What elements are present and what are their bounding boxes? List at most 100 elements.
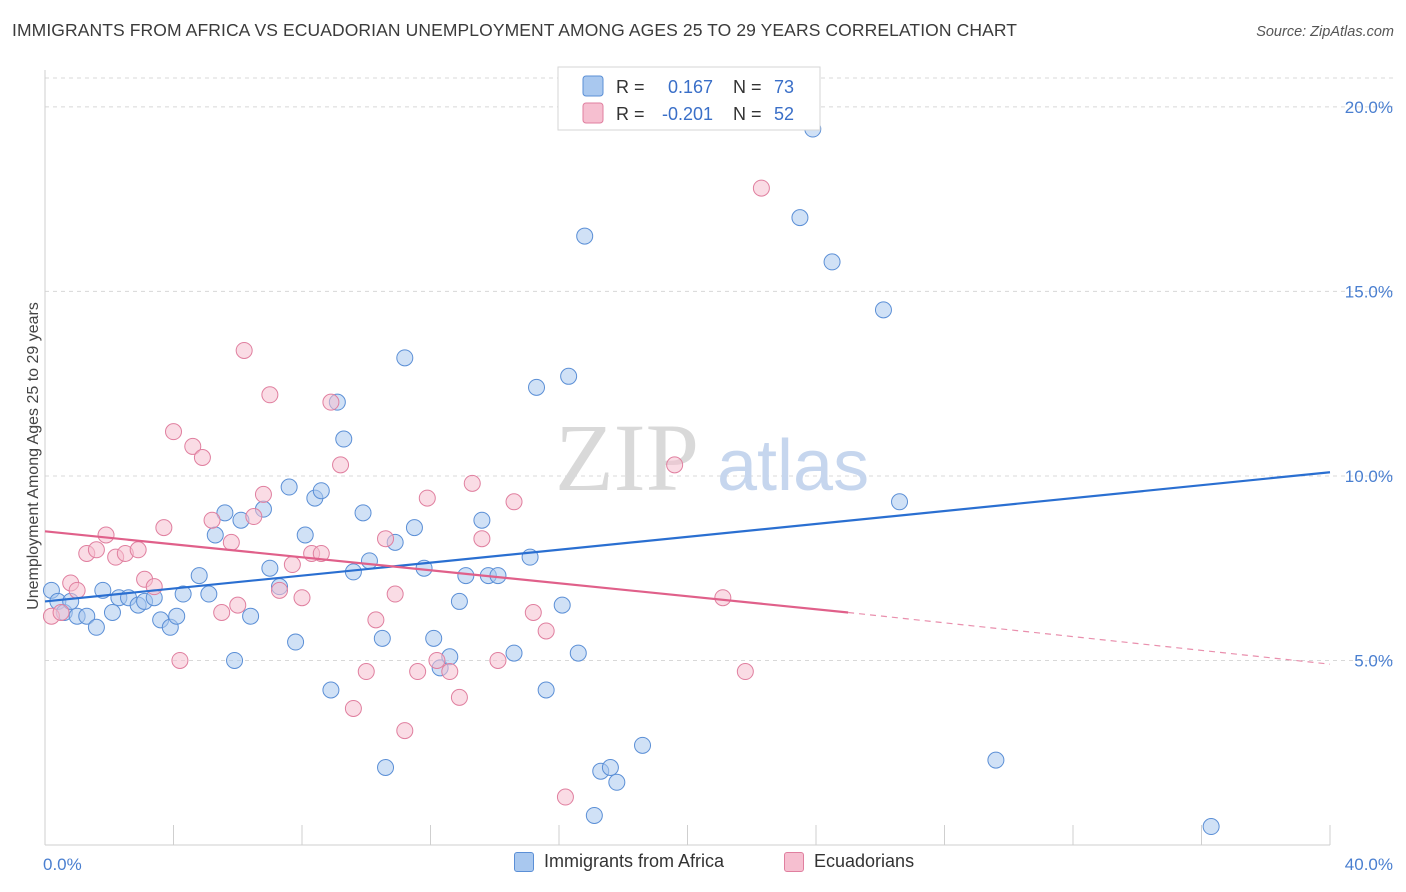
x-tick-labels: 0.0% 40.0% xyxy=(43,855,1393,874)
point-africa xyxy=(373,629,391,647)
source-label: Source: ZipAtlas.com xyxy=(1256,24,1394,40)
y-axis-label: Unemployment Among Ages 25 to 29 years xyxy=(25,302,42,610)
point-ecuadorians xyxy=(441,663,459,681)
point-ecuadorians xyxy=(87,541,105,559)
legend-top: R = 0.167 N = 73 R = -0.201 N = 52 xyxy=(557,66,821,131)
legend-item-africa[interactable]: Immigrants from Africa xyxy=(514,851,724,872)
point-ecuadorians xyxy=(752,179,770,197)
point-ecuadorians xyxy=(193,449,211,466)
trend-lines xyxy=(44,471,1331,665)
point-ecuadorians xyxy=(428,651,446,669)
trend-line-africa xyxy=(44,471,1331,603)
legend-item-ecuadorians[interactable]: Ecuadorians xyxy=(784,851,914,872)
point-ecuadorians xyxy=(254,485,272,503)
point-ecuadorians xyxy=(489,651,507,669)
point-ecuadorians xyxy=(505,493,523,511)
point-africa xyxy=(823,253,841,271)
point-ecuadorians xyxy=(377,530,395,548)
point-africa xyxy=(634,736,652,754)
point-africa xyxy=(891,493,909,511)
point-africa xyxy=(360,552,378,570)
point-africa xyxy=(553,596,571,614)
point-ecuadorians xyxy=(68,581,86,599)
legend-n-value-ecuadorians: 52 xyxy=(774,104,794,124)
point-africa xyxy=(78,607,96,625)
point-africa xyxy=(206,526,224,544)
point-ecuadorians xyxy=(129,541,147,559)
legend-label-ecuadorians: Ecuadorians xyxy=(814,851,915,871)
point-africa xyxy=(335,430,353,448)
point-africa xyxy=(322,681,340,699)
point-ecuadorians xyxy=(332,456,350,474)
point-ecuadorians xyxy=(52,604,70,621)
point-africa xyxy=(457,567,475,585)
point-africa xyxy=(312,482,330,500)
watermark: ZIP atlas xyxy=(555,404,869,511)
point-ecuadorians xyxy=(235,341,253,359)
point-ecuadorians xyxy=(184,437,202,455)
legend-n-label-africa: N = xyxy=(733,77,762,97)
y-tick-label: 15.0% xyxy=(1345,282,1393,301)
point-africa xyxy=(528,378,546,396)
point-africa xyxy=(505,644,523,662)
point-ecuadorians xyxy=(450,688,468,706)
point-ecuadorians xyxy=(524,604,542,621)
y-tick-label: 10.0% xyxy=(1345,467,1393,486)
point-ecuadorians xyxy=(229,596,247,614)
legend-swatch-africa xyxy=(582,75,604,97)
point-africa xyxy=(242,607,260,625)
point-africa xyxy=(396,349,414,367)
point-africa xyxy=(405,519,423,537)
legend-r-value-africa: 0.167 xyxy=(668,77,713,97)
grid-lines xyxy=(45,77,1395,661)
point-africa xyxy=(354,504,372,522)
point-africa xyxy=(1202,818,1220,836)
point-africa xyxy=(261,559,279,577)
legend-r-value-ecuadorians: -0.201 xyxy=(662,104,713,124)
point-africa xyxy=(576,227,594,245)
point-ecuadorians xyxy=(666,456,684,474)
point-ecuadorians xyxy=(736,663,754,681)
point-ecuadorians xyxy=(714,589,732,607)
point-ecuadorians xyxy=(537,622,555,640)
point-ecuadorians xyxy=(271,581,289,599)
legend-label-africa: Immigrants from Africa xyxy=(544,851,725,871)
y-tick-label: 5.0% xyxy=(1354,651,1393,670)
point-ecuadorians xyxy=(145,578,163,596)
point-africa xyxy=(537,681,555,699)
point-africa xyxy=(216,504,234,522)
point-africa xyxy=(608,773,626,791)
point-africa xyxy=(987,751,1005,769)
point-africa xyxy=(601,759,619,776)
point-africa xyxy=(473,511,491,529)
trend-line-ecuadorians xyxy=(44,530,849,614)
point-africa xyxy=(287,633,305,651)
point-ecuadorians xyxy=(322,393,340,411)
point-ecuadorians xyxy=(222,533,240,551)
point-africa xyxy=(280,478,298,496)
point-ecuadorians xyxy=(556,788,574,806)
point-africa xyxy=(569,644,587,662)
legend-swatch-africa xyxy=(514,851,534,872)
point-africa xyxy=(190,567,208,585)
axes xyxy=(44,70,1331,846)
point-ecuadorians xyxy=(344,699,362,717)
legend-swatch-ecuadorians xyxy=(582,102,604,124)
point-africa xyxy=(585,806,603,824)
point-ecuadorians xyxy=(171,651,189,669)
point-ecuadorians xyxy=(367,611,385,629)
point-africa xyxy=(874,301,892,319)
bottom-legend: Immigrants from Africa Ecuadorians xyxy=(0,851,1406,879)
point-ecuadorians xyxy=(386,585,404,603)
point-africa xyxy=(168,607,186,625)
legend-swatch-ecuadorians xyxy=(784,851,804,872)
legend-n-value-africa: 73 xyxy=(774,77,794,97)
point-ecuadorians xyxy=(283,556,301,574)
trend-line-ecuadorians-extension xyxy=(848,611,1331,665)
watermark-atlas: atlas xyxy=(717,426,869,506)
point-africa xyxy=(103,604,121,621)
point-africa xyxy=(425,629,443,647)
point-ecuadorians xyxy=(418,489,436,507)
chart-title: IMMIGRANTS FROM AFRICA VS ECUADORIAN UNE… xyxy=(12,20,1018,40)
